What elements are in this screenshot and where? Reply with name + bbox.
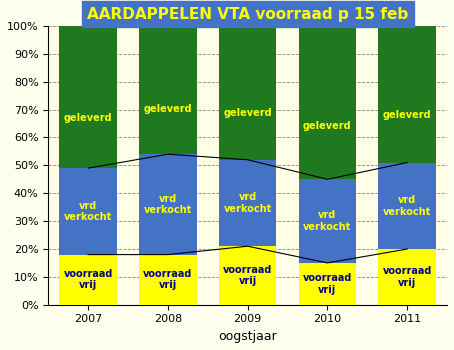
Bar bbox=[59, 168, 117, 254]
Bar bbox=[128, 26, 208, 305]
Text: voorraad
vrij: voorraad vrij bbox=[64, 269, 113, 290]
Text: geleverd: geleverd bbox=[223, 108, 272, 118]
Bar bbox=[59, 26, 117, 168]
Bar bbox=[219, 246, 276, 305]
Bar bbox=[139, 254, 197, 305]
Bar bbox=[379, 162, 436, 249]
Text: vrd
verkocht: vrd verkocht bbox=[64, 201, 112, 222]
Title: AARDAPPELEN VTA voorraad p 15 feb: AARDAPPELEN VTA voorraad p 15 feb bbox=[87, 7, 408, 22]
Text: vrd
verkocht: vrd verkocht bbox=[383, 195, 431, 217]
Text: vrd
verkocht: vrd verkocht bbox=[303, 210, 351, 232]
Text: voorraad
vrij: voorraad vrij bbox=[223, 265, 272, 286]
Text: vrd
verkocht: vrd verkocht bbox=[223, 192, 272, 214]
Text: geleverd: geleverd bbox=[303, 121, 352, 131]
Text: geleverd: geleverd bbox=[143, 104, 192, 114]
Bar bbox=[59, 254, 117, 305]
Bar bbox=[287, 26, 367, 305]
Bar bbox=[219, 26, 276, 160]
Bar bbox=[48, 26, 128, 305]
Text: geleverd: geleverd bbox=[64, 113, 113, 123]
Bar bbox=[379, 249, 436, 305]
Bar bbox=[379, 26, 436, 162]
X-axis label: oogstjaar: oogstjaar bbox=[218, 330, 277, 343]
Bar bbox=[208, 26, 287, 305]
Text: voorraad
vrij: voorraad vrij bbox=[382, 266, 432, 288]
Bar bbox=[299, 26, 356, 179]
Bar bbox=[139, 154, 197, 254]
Bar bbox=[219, 160, 276, 246]
Bar bbox=[367, 26, 447, 305]
Text: voorraad
vrij: voorraad vrij bbox=[303, 273, 352, 295]
Text: geleverd: geleverd bbox=[383, 110, 431, 120]
Bar bbox=[299, 263, 356, 305]
Text: vrd
verkocht: vrd verkocht bbox=[144, 194, 192, 215]
Text: voorraad
vrij: voorraad vrij bbox=[143, 269, 192, 290]
Bar bbox=[299, 179, 356, 263]
Bar bbox=[139, 26, 197, 154]
